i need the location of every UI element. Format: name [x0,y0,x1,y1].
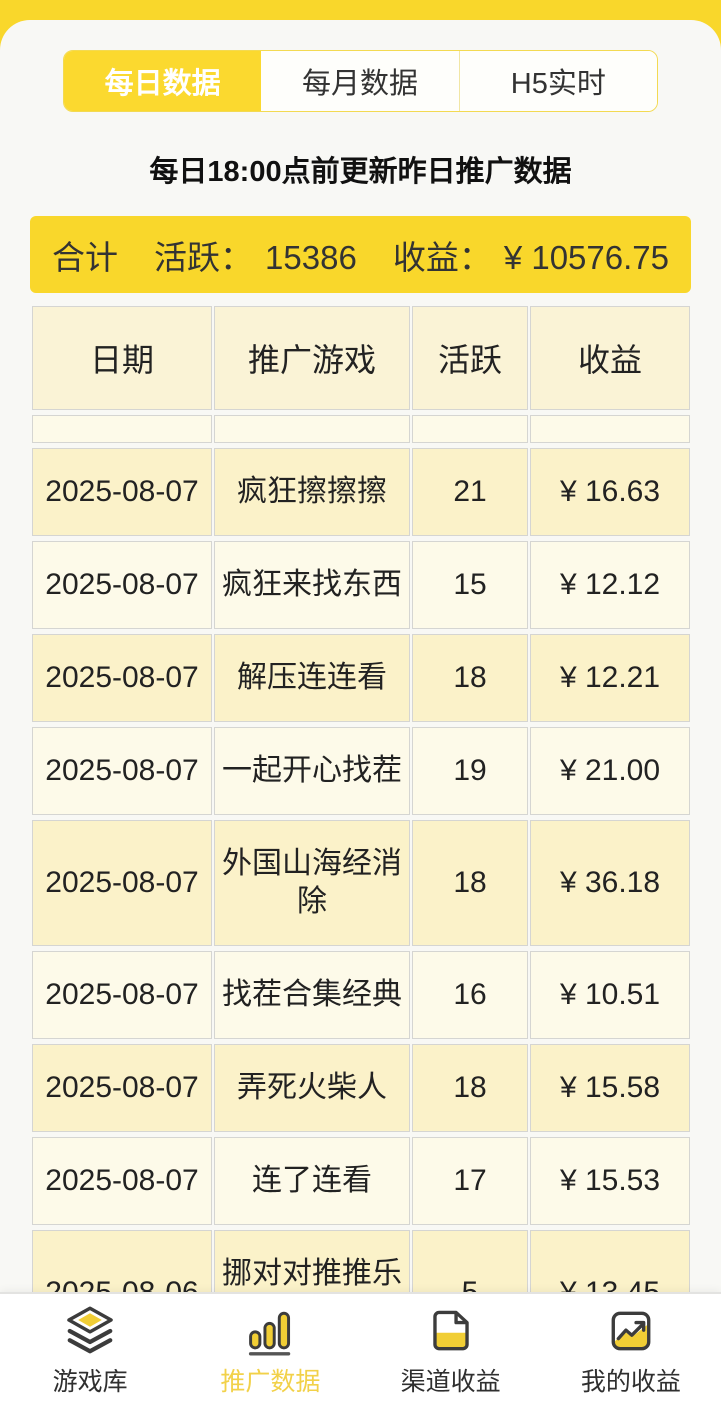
cell-date: 2025-08-07 [32,634,212,722]
bar-chart-icon [243,1304,297,1358]
cell-date: 2025-08-07 [32,541,212,629]
cell-revenue: ¥ 15.53 [530,1137,690,1225]
cell-date: 2025-08-07 [32,727,212,815]
cell-active: 17 [412,1137,528,1225]
table-row: 2025-08-07 找茬合集经典 16 ¥ 10.51 [32,951,690,1039]
cell-game: 疯狂来找东西 [214,541,410,629]
cell-revenue: ¥ 36.18 [530,820,690,946]
tab-daily-data[interactable]: 每日数据 [64,51,262,111]
promo-data-table-wrap: 日期 推广游戏 活跃 收益 2025-08-07 疯 [30,301,691,1361]
cell-date: 2025-08-07 [32,1044,212,1132]
cell-game: 找茬合集经典 [214,951,410,1039]
nav-label: 渠道收益 [400,1368,501,1396]
col-header-revenue: 收益 [530,306,690,410]
nav-item-promo-data[interactable]: 推广数据 [190,1304,350,1398]
table-row: 2025-08-07 外国山海经消除 18 ¥ 36.18 [32,820,690,946]
cell-active: 16 [412,951,528,1039]
table-row: 2025-08-07 弄死火柴人 18 ¥ 15.58 [32,1044,690,1132]
spacer-cell [530,415,690,443]
table-row: 2025-08-07 一起开心找茬 19 ¥ 21.00 [32,727,690,815]
table-row: 2025-08-07 连了连看 17 ¥ 15.53 [32,1137,690,1225]
layers-icon [63,1304,117,1358]
cell-game: 一起开心找茬 [214,727,410,815]
cell-revenue: ¥ 16.63 [530,448,690,536]
trend-icon [604,1304,658,1358]
cell-active: 18 [412,634,528,722]
nav-label: 我的收益 [580,1368,681,1396]
table-header-row: 日期 推广游戏 活跃 收益 [32,306,690,410]
folder-icon [424,1304,478,1358]
total-revenue-label: 收益： [392,238,492,276]
col-header-active: 活跃 [412,306,528,410]
spacer-row [32,415,690,443]
cell-date: 2025-08-07 [32,951,212,1039]
total-revenue: 收益： ¥ 10576.75 [393,231,669,279]
nav-item-game-library[interactable]: 游戏库 [10,1304,170,1398]
spacer-cell [214,415,410,443]
cell-active: 18 [412,1044,528,1132]
cell-game: 外国山海经消除 [214,820,410,946]
spacer-cell [412,415,528,443]
cell-active: 18 [412,820,528,946]
bottom-nav: 游戏库 推广数据 渠道收益 [0,1292,721,1410]
cell-revenue: ¥ 12.21 [530,634,690,722]
cell-date: 2025-08-07 [32,448,212,536]
nav-item-my-revenue[interactable]: 我的收益 [551,1304,711,1398]
nav-label: 推广数据 [220,1368,321,1396]
update-notice: 每日18:00点前更新昨日推广数据 [149,156,572,188]
cell-game: 疯狂擦擦擦 [214,448,410,536]
col-header-date: 日期 [32,306,212,410]
cell-game: 解压连连看 [214,634,410,722]
total-label: 合计 [52,238,118,276]
cell-active: 15 [412,541,528,629]
cell-active: 19 [412,727,528,815]
table-row: 2025-08-07 解压连连看 18 ¥ 12.21 [32,634,690,722]
cell-game: 弄死火柴人 [214,1044,410,1132]
cell-revenue: ¥ 21.00 [530,727,690,815]
total-revenue-value: ¥ 10576.75 [503,238,669,276]
cell-revenue: ¥ 10.51 [530,951,690,1039]
nav-item-channel-revenue[interactable]: 渠道收益 [371,1304,531,1398]
spacer-cell [32,415,212,443]
totals-bar: 合计 活跃： 15386 收益： ¥ 10576.75 [30,216,691,293]
col-header-game: 推广游戏 [214,306,410,410]
data-period-tabs: 每日数据 每月数据 H5实时 [63,50,658,112]
cell-revenue: ¥ 15.58 [530,1044,690,1132]
table-row: 2025-08-07 疯狂擦擦擦 21 ¥ 16.63 [32,448,690,536]
cell-game: 连了连看 [214,1137,410,1225]
promo-data-table: 日期 推广游戏 活跃 收益 2025-08-07 疯 [30,301,692,1361]
cell-revenue: ¥ 12.12 [530,541,690,629]
tab-h5-realtime[interactable]: H5实时 [458,51,657,111]
table-row: 2025-08-07 疯狂来找东西 15 ¥ 12.12 [32,541,690,629]
cell-active: 21 [412,448,528,536]
total-active: 活跃： 15386 [154,231,357,279]
tab-monthly-data[interactable]: 每月数据 [261,51,459,111]
main-card: 每日数据 每月数据 H5实时 每日18:00点前更新昨日推广数据 合计 活跃： 1… [0,20,721,1410]
cell-date: 2025-08-07 [32,1137,212,1225]
cell-date: 2025-08-07 [32,820,212,946]
total-active-value: 15386 [265,238,357,276]
total-active-label: 活跃： [154,238,254,276]
nav-label: 游戏库 [52,1368,128,1396]
